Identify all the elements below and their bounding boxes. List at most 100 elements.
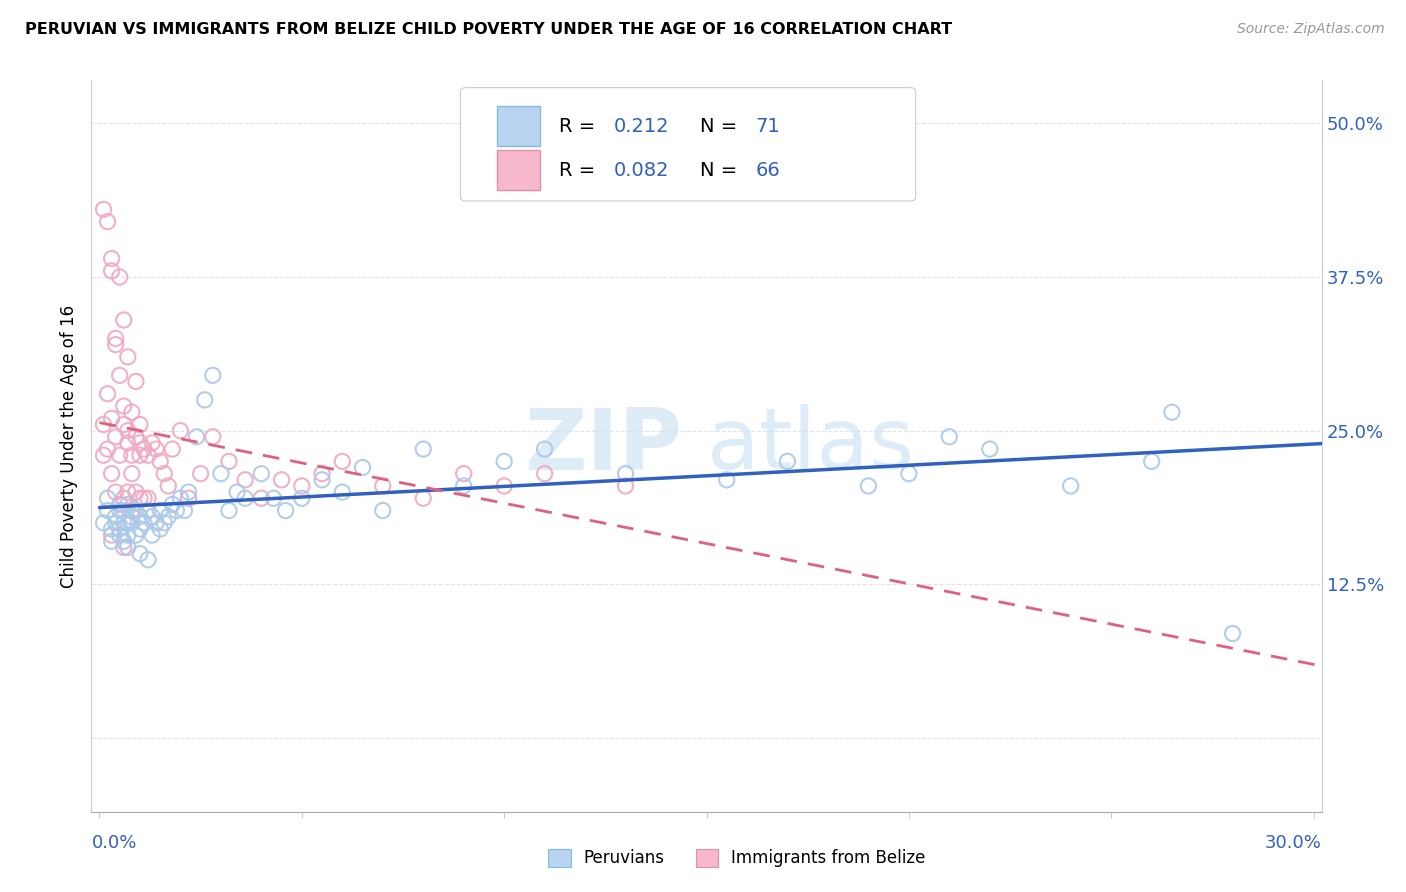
Point [291,491,314,506]
Text: atlas: atlas [706,404,914,488]
Bar [498,106,540,146]
Point [125,485,148,500]
Bar [696,849,718,867]
Text: 66: 66 [756,161,780,180]
Point [117,541,139,555]
Point [136,491,159,506]
Point [117,350,139,364]
Point [121,503,143,517]
Point [104,485,127,500]
Point [169,424,191,438]
Point [311,467,333,481]
Point [897,467,920,481]
Point [141,436,163,450]
Text: 30.0%: 30.0% [1265,834,1322,852]
Point [858,479,880,493]
Point [112,417,135,432]
Point [136,552,159,566]
Point [169,491,191,506]
Point [149,454,172,468]
Point [330,454,353,468]
Text: PERUVIAN VS IMMIGRANTS FROM BELIZE CHILD POVERTY UNDER THE AGE OF 16 CORRELATION: PERUVIAN VS IMMIGRANTS FROM BELIZE CHILD… [25,22,952,37]
Point [157,479,180,493]
Point [157,509,180,524]
Point [97,503,120,517]
Text: Peruvians: Peruvians [583,849,665,867]
Point [938,430,960,444]
Point [100,522,122,536]
Point [108,448,131,462]
Text: 0.212: 0.212 [614,117,669,136]
Point [112,313,135,327]
Point [716,473,738,487]
Point [352,460,374,475]
Point [201,430,224,444]
Text: 0.082: 0.082 [614,161,669,180]
Point [186,430,208,444]
Point [121,405,143,419]
Point [117,497,139,511]
Point [274,503,297,517]
Point [108,497,131,511]
Point [1222,626,1244,640]
Point [104,430,127,444]
Point [1161,405,1184,419]
Point [1140,454,1163,468]
Point [371,503,394,517]
Point [145,442,167,456]
Point [129,491,152,506]
Point [112,503,135,517]
Y-axis label: Child Poverty Under the Age of 16: Child Poverty Under the Age of 16 [59,304,77,588]
Point [97,214,120,228]
Point [412,442,434,456]
Point [129,509,152,524]
Point [311,473,333,487]
Point [100,467,122,481]
Point [614,479,637,493]
Point [190,467,212,481]
Point [117,424,139,438]
Point [162,497,184,511]
Bar [548,849,571,867]
Point [194,392,217,407]
Point [177,485,200,500]
Point [108,528,131,542]
Point [117,516,139,530]
Point [132,516,155,530]
Point [117,528,139,542]
Point [153,516,176,530]
Text: N =: N = [700,117,744,136]
Point [453,479,475,493]
Point [129,448,152,462]
Point [125,528,148,542]
Point [104,337,127,351]
Point [132,491,155,506]
Text: 0.0%: 0.0% [91,834,136,852]
Point [453,467,475,481]
Point [233,473,256,487]
Point [533,442,555,456]
Point [112,491,135,506]
Point [117,436,139,450]
Point [93,202,115,217]
Point [93,417,115,432]
Point [97,491,120,506]
Point [472,153,495,168]
Point [145,516,167,530]
Point [100,534,122,549]
Point [1060,479,1083,493]
Point [108,522,131,536]
Point [132,442,155,456]
Point [100,528,122,542]
Point [121,467,143,481]
Point [97,386,120,401]
Point [177,491,200,506]
Point [141,528,163,542]
Point [494,479,516,493]
Point [104,509,127,524]
Point [412,491,434,506]
Point [104,516,127,530]
Point [776,454,799,468]
Point [226,485,249,500]
Point [121,516,143,530]
